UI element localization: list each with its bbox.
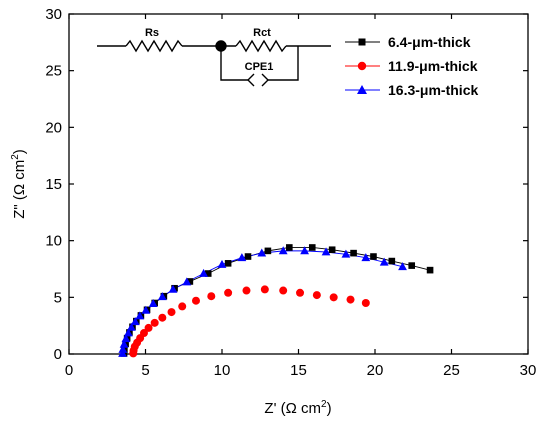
legend-marker-circle-icon	[357, 61, 367, 71]
series-1-point-16	[279, 286, 288, 295]
series-1-point-17	[296, 288, 305, 297]
legend-label-0: 6.4-μm-thick	[388, 34, 471, 50]
series-0-point-18	[308, 244, 316, 251]
series-2-point-3	[121, 334, 131, 343]
cpe-element-icon-2	[261, 73, 269, 87]
series-points	[118, 244, 434, 358]
series-2-point-18	[300, 246, 310, 255]
series-2-point-8	[141, 305, 151, 314]
x-tick-label-2: 10	[214, 362, 231, 379]
series-2-point-14	[217, 259, 227, 268]
series-2-point-5	[127, 322, 136, 331]
series-2-point-16	[257, 248, 267, 257]
series-1-point-7	[150, 318, 159, 327]
x-tick-label-0: 0	[65, 362, 73, 379]
circuit-label-rs: Rs	[145, 27, 159, 39]
series-1-point-12	[207, 292, 216, 301]
resistor-rct-icon	[235, 39, 287, 53]
series-2-point-11	[168, 284, 178, 293]
y-tick-label-0: 0	[54, 346, 62, 363]
series-0-point-24	[426, 266, 434, 274]
y-tick-label-5: 25	[45, 63, 62, 80]
equivalent-circuit-inset	[97, 39, 331, 87]
y-tick-label-2: 10	[45, 233, 62, 250]
series-1-point-15	[260, 285, 269, 294]
y-tick-label-6: 30	[45, 6, 62, 23]
series-2-point-12	[182, 277, 192, 286]
series-2-point-4	[123, 328, 133, 337]
legend-label-1: 11.9-μm-thick	[388, 58, 478, 74]
legend: 6.4-μm-thick 11.9-μm-thick 16.3-μm-thick	[345, 34, 478, 98]
series-0-point-21	[370, 253, 377, 260]
series-1-point-14	[242, 286, 251, 295]
series-2-point-6	[130, 317, 140, 326]
series-2-point-17	[278, 246, 288, 255]
series-1-point-10	[178, 302, 187, 311]
series-2-point-10	[157, 292, 167, 301]
x-tick-label-3: 15	[290, 362, 307, 379]
series-0-point-20	[350, 249, 357, 257]
series-2-point-19	[321, 247, 331, 256]
series-0-point-22	[388, 257, 396, 265]
legend-label-2: 16.3-μm-thick	[388, 82, 478, 98]
series-2-point-20	[341, 249, 351, 258]
legend-marker-square-icon	[358, 38, 366, 46]
series-1-point-18	[312, 291, 321, 300]
x-axis-title: Z' (Ω cm2)	[264, 399, 331, 417]
cpe-element-icon	[247, 73, 255, 87]
circuit-label-cpe: CPE1	[245, 61, 274, 73]
y-tick-label-1: 5	[54, 289, 62, 306]
y-tick-label-3: 15	[45, 176, 62, 193]
series-1-point-6	[144, 323, 153, 332]
series-2-point-9	[148, 298, 158, 307]
series-2-point-2	[119, 339, 129, 348]
series-1-point-21	[361, 299, 370, 307]
resistor-rs-icon	[125, 39, 183, 53]
legend-marker-triangle-icon	[357, 85, 367, 94]
x-tick-label-1: 5	[141, 362, 149, 379]
series-1-point-11	[191, 296, 200, 305]
circuit-parallel-branch-right	[268, 46, 299, 81]
series-1-point-19	[329, 293, 338, 302]
series-0-point-14	[224, 260, 232, 267]
series-0-point-16	[264, 247, 272, 255]
series-0-point-17	[286, 244, 293, 251]
series-1-point-5	[139, 329, 148, 338]
series-1-point-13	[224, 288, 233, 297]
series-0-point-12	[186, 278, 194, 285]
series-0-point-15	[244, 253, 252, 260]
series-1-point-8	[158, 313, 167, 322]
y-tick-label-4: 20	[45, 119, 62, 136]
series-0-point-23	[408, 262, 416, 269]
series-2-point-13	[199, 268, 209, 277]
series-1-point-9	[167, 308, 176, 317]
series-2-point-21	[361, 253, 371, 262]
series-2-point-23	[398, 262, 407, 271]
y-axis-title: Z" (Ω cm2)	[10, 149, 28, 219]
x-tick-label-6: 30	[520, 362, 537, 379]
series-2-point-1	[118, 344, 128, 353]
x-tick-label-5: 25	[443, 362, 460, 379]
series-2-point-7	[135, 311, 145, 320]
series-line-2	[122, 250, 403, 354]
circuit-label-rct: Rct	[253, 27, 271, 39]
series-2-point-15	[237, 253, 247, 262]
series-2-point-22	[379, 257, 389, 266]
series-1-point-20	[346, 295, 355, 304]
x-tick-label-4: 20	[367, 362, 384, 379]
circuit-parallel-branch	[220, 46, 248, 81]
series-0-point-19	[328, 246, 336, 254]
axis-ticks: 0 5 10 15 20 25 30 0 5 10 15 20 25 30	[45, 6, 536, 379]
series-0-point-13	[204, 270, 212, 277]
